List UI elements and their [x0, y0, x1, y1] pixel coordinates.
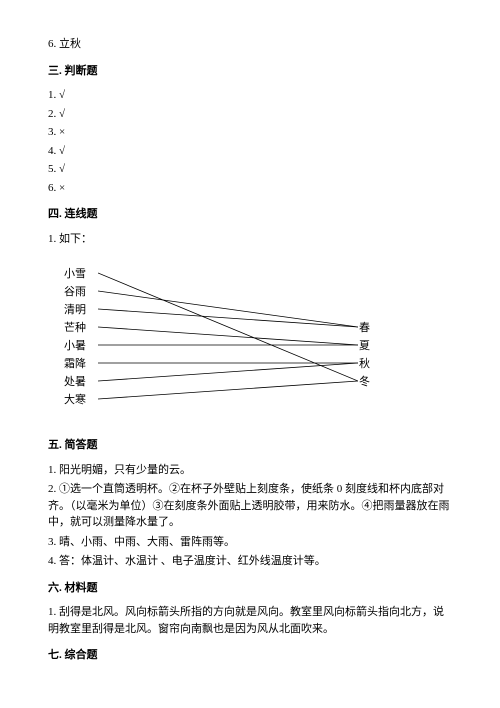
answer-para: 2. ①选一个直筒透明杯。②在杯子外壁贴上刻度条，使纸条 0 刻度线和杯内底部对…	[48, 481, 452, 531]
answer-para: 3. 晴、小雨、中雨、大雨、雷阵雨等。	[48, 534, 452, 551]
judge-item: 1. √	[48, 87, 452, 104]
left-term: 谷雨	[64, 283, 98, 301]
left-term: 大寒	[64, 391, 98, 409]
judge-item: 3. ×	[48, 124, 452, 141]
matching-right-labels: 春 夏 秋 冬	[359, 319, 379, 391]
left-term: 霜降	[64, 355, 98, 373]
right-season: 春	[359, 319, 379, 337]
section3-title: 三. 判断题	[48, 63, 452, 80]
right-season: 冬	[359, 373, 379, 391]
right-season: 秋	[359, 355, 379, 373]
section3-list: 1. √ 2. √ 3. × 4. √ 5. √ 6. ×	[48, 87, 452, 196]
left-term: 处暑	[64, 373, 98, 391]
section7-title: 七. 综合题	[48, 647, 452, 664]
answer-para: 1. 阳光明媚，只有少量的云。	[48, 462, 452, 479]
page: 6. 立秋 三. 判断题 1. √ 2. √ 3. × 4. √ 5. √ 6.…	[0, 0, 500, 664]
answer-para: 4. 答：体温计、水温计 、电子温度计、红外线温度计等。	[48, 553, 452, 570]
q6-answer: 6. 立秋	[48, 36, 452, 53]
section4-intro: 1. 如下：	[48, 231, 452, 248]
answer-para: 1. 刮得是北风。风向标箭头所指的方向就是风向。教室里风向标箭头指向北方，说明教…	[48, 604, 452, 637]
matching-lines	[98, 265, 358, 425]
judge-item: 4. √	[48, 143, 452, 160]
matching-diagram: 小雪 谷雨 清明 芒种 小暑 霜降 处暑 大寒 春 夏 秋 冬	[64, 265, 384, 425]
matching-left-labels: 小雪 谷雨 清明 芒种 小暑 霜降 处暑 大寒	[64, 265, 98, 409]
left-term: 清明	[64, 301, 98, 319]
section4-title: 四. 连线题	[48, 206, 452, 223]
left-term: 小雪	[64, 265, 98, 283]
left-term: 小暑	[64, 337, 98, 355]
left-term: 芒种	[64, 319, 98, 337]
right-season: 夏	[359, 337, 379, 355]
section6-title: 六. 材料题	[48, 580, 452, 597]
judge-item: 6. ×	[48, 180, 452, 197]
judge-item: 5. √	[48, 161, 452, 178]
section5-title: 五. 简答题	[48, 437, 452, 454]
judge-item: 2. √	[48, 106, 452, 123]
